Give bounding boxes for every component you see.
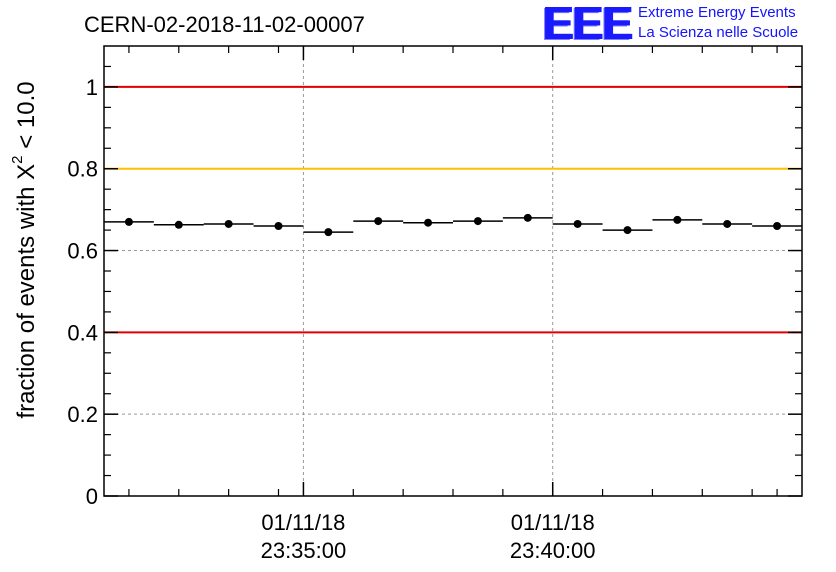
- logo-tagline-2: La Scienza nelle Scuole: [638, 24, 799, 41]
- data-point: [324, 228, 333, 237]
- y-tick-label: 0: [86, 484, 98, 509]
- y-tick-label: 1: [86, 75, 98, 100]
- eee-logo-mark: EEE: [542, 0, 632, 49]
- data-point: [723, 219, 732, 228]
- y-tick-label: 0.6: [67, 239, 98, 264]
- data-point: [274, 222, 283, 230]
- data-point: [773, 222, 782, 230]
- data-point: [124, 217, 133, 226]
- data-point: [573, 219, 582, 228]
- y-axis-title: fraction of events with X2 < 10.0: [9, 81, 40, 418]
- x-tick-label-time: 23:40:00: [510, 538, 596, 563]
- data-point: [424, 218, 433, 227]
- x-tick-label-time: 23:35:00: [261, 538, 347, 563]
- data-point: [473, 217, 482, 226]
- grid-lines: [104, 46, 802, 496]
- x-tick-label-date: 01/11/18: [511, 510, 595, 535]
- data-point: [623, 226, 632, 235]
- axis-ticks: [104, 46, 802, 497]
- data-point: [673, 215, 682, 224]
- data-point: [224, 219, 233, 228]
- data-point: [523, 213, 532, 222]
- data-series: [104, 213, 802, 237]
- chart-title: CERN-02-2018-11-02-00007: [84, 12, 365, 37]
- tick-labels: 0 0.2 0.4 0.6 0.8 1 01/11/18 23:35:00 01/11/18 23…: [67, 75, 595, 563]
- reference-lines: [104, 85, 802, 334]
- plot-frame: [103, 45, 803, 497]
- data-point: [374, 217, 383, 226]
- data-point: [174, 220, 183, 229]
- logo-tagline-1: Extreme Energy Events: [638, 4, 796, 21]
- y-tick-label: 0.8: [67, 157, 98, 182]
- x-tick-label-date: 01/11/18: [261, 510, 345, 535]
- y-tick-label: 0.2: [67, 402, 98, 427]
- y-tick-label: 0.4: [67, 320, 98, 345]
